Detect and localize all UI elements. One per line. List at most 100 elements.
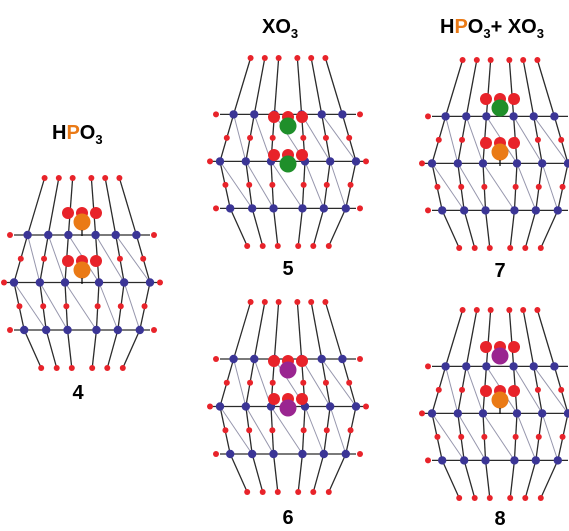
metal-atom xyxy=(229,110,238,119)
oxygen-atom xyxy=(459,386,466,393)
oxygen-atom xyxy=(246,427,253,434)
oxygen-atom xyxy=(7,327,13,333)
oxygen-atom xyxy=(1,279,7,286)
oxygen-atom xyxy=(63,303,70,310)
oxygen-atom xyxy=(269,181,276,188)
bond xyxy=(509,210,516,249)
oxygen-atom xyxy=(506,57,513,63)
oxygen-atom xyxy=(38,365,45,371)
bond xyxy=(541,413,559,461)
bond xyxy=(272,453,279,493)
metal-atom xyxy=(111,230,120,240)
bond xyxy=(310,301,323,360)
bond xyxy=(445,116,459,164)
oxygen-atom xyxy=(259,243,266,249)
bond xyxy=(233,358,247,407)
oxygen-atom xyxy=(157,279,163,286)
oxygen-atom xyxy=(16,303,23,310)
metal-atom xyxy=(563,409,569,418)
bond xyxy=(522,309,535,367)
oxygen-atom xyxy=(17,255,24,262)
bond xyxy=(324,57,344,115)
oxygen-atom xyxy=(534,136,541,143)
oxygen-atom xyxy=(434,183,441,190)
oxygen-atom xyxy=(480,341,492,353)
bond xyxy=(304,161,325,209)
metal-atom xyxy=(341,449,350,459)
oxygen-atom xyxy=(346,134,353,141)
bond xyxy=(39,282,68,331)
bond xyxy=(444,309,464,367)
metal-atom xyxy=(269,204,278,213)
oxygen-atom xyxy=(435,136,442,143)
oxygen-atom xyxy=(246,181,253,188)
oxygen-atom xyxy=(274,489,281,495)
metal-atom xyxy=(459,206,469,215)
bond xyxy=(104,177,117,236)
oxygen-atom xyxy=(558,136,565,143)
metal-atom xyxy=(41,325,51,335)
bond xyxy=(431,413,465,461)
cluster-6 xyxy=(207,299,369,495)
oxygen-atom xyxy=(347,427,354,434)
bond xyxy=(465,309,478,367)
oxygen-atom xyxy=(522,495,529,501)
bond xyxy=(329,161,347,209)
metal-atom xyxy=(325,402,335,411)
oxygen-atom xyxy=(534,386,541,393)
bond xyxy=(485,59,492,117)
bond xyxy=(90,177,97,236)
oxygen-atom xyxy=(151,327,157,333)
oxygen-atom xyxy=(419,410,425,417)
bond xyxy=(304,406,325,455)
bond xyxy=(232,57,252,115)
oxygen-atom xyxy=(520,307,527,313)
oxygen-atom xyxy=(296,355,308,367)
metal-atom xyxy=(145,278,155,287)
bond-network xyxy=(422,59,569,249)
oxygen-atom xyxy=(259,489,266,495)
bond xyxy=(233,114,247,162)
oxygen-atom xyxy=(269,379,276,386)
metal-atom xyxy=(453,159,463,168)
phosphorus-atom xyxy=(491,143,509,161)
oxygen-atom xyxy=(247,55,254,61)
oxygen-atom xyxy=(535,183,542,190)
metal-atom xyxy=(482,362,491,371)
metal-atom xyxy=(462,362,471,371)
metal-atom xyxy=(226,204,235,213)
phosphorus-atom xyxy=(491,391,509,409)
oxygen-atom xyxy=(558,386,565,393)
oxygen-atom xyxy=(223,379,230,386)
oxygen-atom xyxy=(322,55,329,61)
bond xyxy=(482,163,515,211)
bond xyxy=(118,177,138,236)
oxygen-atom xyxy=(7,232,13,238)
oxygen-atom xyxy=(458,183,465,190)
metal-atom xyxy=(317,354,326,364)
oxygen-atom xyxy=(268,149,280,161)
oxygen-atom xyxy=(247,379,254,386)
metal-atom xyxy=(510,456,519,465)
bond xyxy=(251,208,264,247)
oxygen-atom xyxy=(268,111,280,123)
metal-atom xyxy=(441,362,450,371)
metal-atom xyxy=(509,362,518,371)
bond xyxy=(321,114,357,162)
oxygen-atom xyxy=(508,385,520,397)
metal-atom xyxy=(60,278,70,287)
bond xyxy=(312,208,325,247)
oxygen-atom xyxy=(90,207,102,219)
bond xyxy=(219,161,253,209)
metal-atom xyxy=(531,206,541,215)
bond xyxy=(457,413,486,461)
bond xyxy=(23,329,42,369)
oxygen-atom xyxy=(207,158,213,165)
bond xyxy=(91,329,98,369)
metal-atom xyxy=(529,112,538,121)
oxygen-atom xyxy=(88,175,95,181)
bond xyxy=(301,358,331,407)
metal-atom xyxy=(215,157,225,166)
bond xyxy=(445,366,459,414)
metal-atom xyxy=(250,354,259,364)
